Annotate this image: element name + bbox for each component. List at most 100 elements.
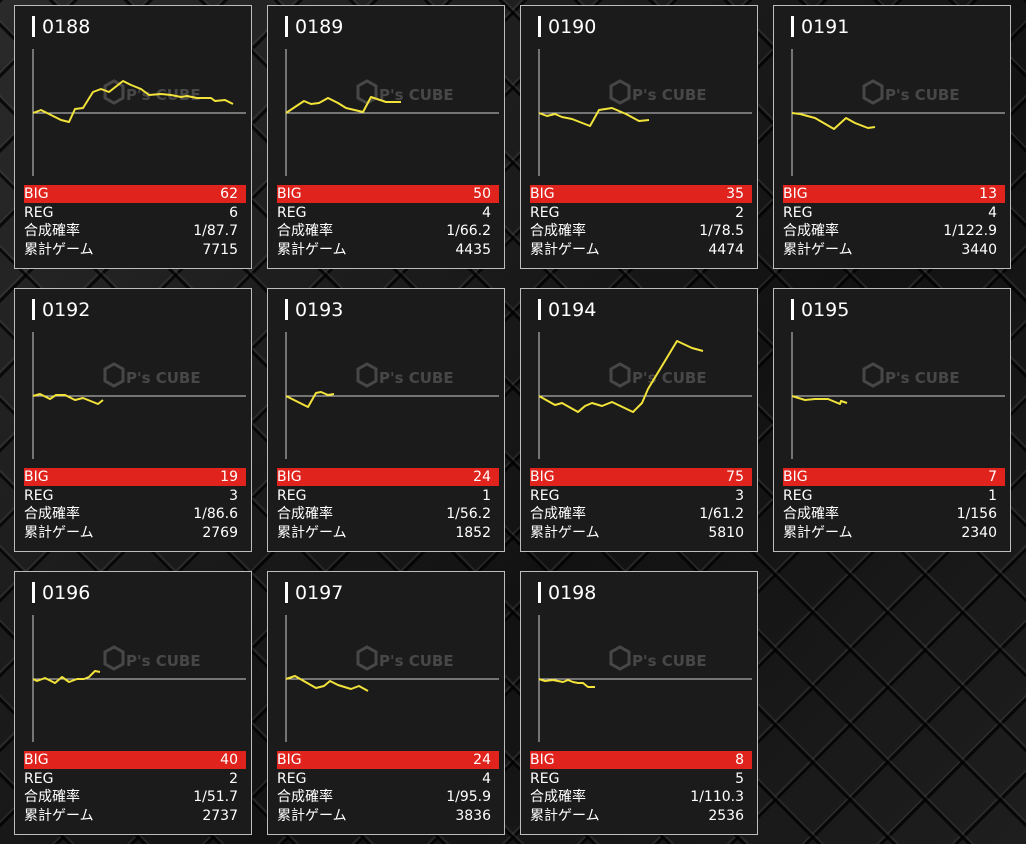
big-label: BIG (277, 186, 302, 202)
combined-probability: 1/78.5 (699, 223, 744, 239)
machine-card[interactable]: P's CUBE 0194 BIG 75 REG 3 合成確率 1/61.2 累計ゲーム 5810 (520, 288, 758, 552)
reg-label: REG (530, 771, 560, 787)
reg-row: REG 5 (530, 770, 752, 788)
machine-card[interactable]: P's CUBE 0191 BIG 13 REG 4 合成確率 1/122.9 累計ゲーム 344… (773, 5, 1011, 269)
machine-card[interactable]: P's CUBE 0189 BIG 50 REG 4 合成確率 1/66.2 累計ゲーム 4435 (267, 5, 505, 269)
pscube-watermark-logo: P's CUBE (862, 362, 960, 388)
cube-icon (103, 362, 125, 388)
total-games: 2536 (708, 808, 744, 824)
reg-label: REG (277, 488, 307, 504)
reg-row: REG 1 (277, 487, 499, 505)
big-row: BIG 35 (530, 185, 752, 203)
reg-label: REG (783, 205, 813, 221)
title-marker (538, 299, 541, 320)
combined-probability: 1/86.6 (193, 506, 238, 522)
machine-number: 0193 (295, 299, 344, 321)
big-label: BIG (530, 469, 555, 485)
slump-chart: P's CUBE (538, 615, 752, 742)
combined-row: 合成確率 1/56.2 (277, 505, 499, 523)
title-marker (791, 299, 794, 320)
total-games-label: 累計ゲーム (24, 242, 94, 258)
total-games-label: 累計ゲーム (277, 808, 347, 824)
big-label: BIG (783, 469, 808, 485)
title-marker (32, 16, 35, 37)
big-count: 13 (979, 186, 997, 202)
machine-number: 0192 (42, 299, 91, 321)
machine-number: 0196 (42, 582, 91, 604)
svg-text:P's CUBE: P's CUBE (632, 86, 707, 104)
slump-line (791, 112, 876, 130)
title-marker (285, 582, 288, 603)
reg-row: REG 4 (277, 770, 499, 788)
reg-row: REG 2 (24, 770, 246, 788)
reg-label: REG (277, 205, 307, 221)
pscube-watermark-logo: P's CUBE (356, 362, 454, 388)
machine-card[interactable]: P's CUBE 0188 BIG 62 REG 6 合成確率 1/87.7 累計ゲーム 7715 (14, 5, 252, 269)
machine-card[interactable]: P's CUBE 0197 BIG 24 REG 4 合成確率 1/95.9 累計ゲーム 3836 (267, 571, 505, 835)
combined-row: 合成確率 1/78.5 (530, 222, 752, 240)
combined-row: 合成確率 1/156 (783, 505, 1005, 523)
big-count: 62 (220, 186, 238, 202)
machine-card[interactable]: P's CUBE 0196 BIG 40 REG 2 合成確率 1/51.7 累計ゲーム 2737 (14, 571, 252, 835)
combined-probability: 1/122.9 (943, 223, 997, 239)
slump-line (32, 80, 234, 123)
total-games-label: 累計ゲーム (530, 525, 600, 541)
svg-text:P's CUBE: P's CUBE (379, 652, 454, 670)
title-marker (791, 16, 794, 37)
svg-text:P's CUBE: P's CUBE (632, 369, 707, 387)
big-count: 8 (735, 752, 744, 768)
machine-card[interactable]: P's CUBE 0198 BIG 8 REG 5 合成確率 1/110.3 累計ゲーム 2536 (520, 571, 758, 835)
total-games-label: 累計ゲーム (530, 242, 600, 258)
big-count: 75 (726, 469, 744, 485)
total-games-row: 累計ゲーム 2536 (530, 807, 752, 825)
machine-number: 0198 (548, 582, 597, 604)
slump-line (538, 678, 595, 688)
big-label: BIG (277, 752, 302, 768)
total-games-row: 累計ゲーム 5810 (530, 524, 752, 542)
combined-label: 合成確率 (530, 789, 586, 805)
machine-card[interactable]: P's CUBE 0195 BIG 7 REG 1 合成確率 1/156 累計ゲーム 2340 (773, 288, 1011, 552)
total-games: 5810 (708, 525, 744, 541)
reg-count: 1 (988, 488, 997, 504)
svg-text:P's CUBE: P's CUBE (885, 369, 960, 387)
total-games-row: 累計ゲーム 2340 (783, 524, 1005, 542)
combined-label: 合成確率 (277, 789, 333, 805)
reg-label: REG (24, 771, 54, 787)
machine-number: 0197 (295, 582, 344, 604)
title-marker (32, 299, 35, 320)
machine-card[interactable]: P's CUBE 0192 BIG 19 REG 3 合成確率 1/86.6 累計ゲーム 2769 (14, 288, 252, 552)
cube-icon (609, 645, 631, 671)
total-games-row: 累計ゲーム 2769 (24, 524, 246, 542)
slump-chart: P's CUBE (791, 49, 1005, 176)
reg-row: REG 6 (24, 204, 246, 222)
combined-label: 合成確率 (24, 223, 80, 239)
total-games: 2769 (202, 525, 238, 541)
big-row: BIG 13 (783, 185, 1005, 203)
slump-line (285, 675, 369, 692)
big-label: BIG (530, 752, 555, 768)
svg-text:P's CUBE: P's CUBE (126, 652, 201, 670)
reg-row: REG 2 (530, 204, 752, 222)
slump-chart: P's CUBE (285, 49, 499, 176)
slump-chart: P's CUBE (285, 615, 499, 742)
cube-icon (356, 645, 378, 671)
pscube-watermark-logo: P's CUBE (862, 79, 960, 105)
combined-probability: 1/95.9 (446, 789, 491, 805)
big-count: 24 (473, 469, 491, 485)
total-games-label: 累計ゲーム (24, 525, 94, 541)
title-marker (538, 582, 541, 603)
title-marker (285, 299, 288, 320)
big-count: 19 (220, 469, 238, 485)
reg-row: REG 3 (530, 487, 752, 505)
combined-probability: 1/156 (956, 506, 997, 522)
big-count: 40 (220, 752, 238, 768)
big-row: BIG 7 (783, 468, 1005, 486)
machine-card[interactable]: P's CUBE 0190 BIG 35 REG 2 合成確率 1/78.5 累計ゲーム 4474 (520, 5, 758, 269)
slump-chart: P's CUBE (538, 49, 752, 176)
cube-icon (356, 362, 378, 388)
reg-count: 5 (735, 771, 744, 787)
reg-row: REG 3 (24, 487, 246, 505)
reg-count: 2 (229, 771, 238, 787)
total-games: 4474 (708, 242, 744, 258)
machine-card[interactable]: P's CUBE 0193 BIG 24 REG 1 合成確率 1/56.2 累計ゲーム 1852 (267, 288, 505, 552)
